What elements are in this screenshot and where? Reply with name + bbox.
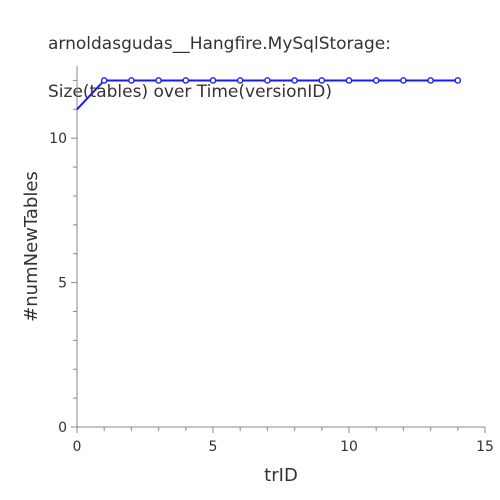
axes bbox=[76, 66, 485, 428]
x-tick-label: 15 bbox=[476, 439, 494, 455]
ticks: 0 5 10 15 0 5 10 bbox=[49, 79, 494, 455]
x-tick-label: 10 bbox=[340, 439, 358, 455]
data-point bbox=[100, 77, 108, 84]
chart-title-line-1: arnoldasgudas__Hangfire.MySqlStorage: bbox=[48, 34, 391, 54]
data-point bbox=[318, 77, 326, 84]
y-axis-title: #numNewTables bbox=[21, 171, 42, 322]
data-point bbox=[400, 77, 407, 84]
data-point bbox=[372, 77, 380, 84]
x-tick-label: 0 bbox=[73, 439, 82, 455]
data-point bbox=[155, 77, 162, 84]
y-tick-label: 10 bbox=[49, 131, 67, 147]
x-tick-label: 5 bbox=[209, 439, 218, 455]
data-point bbox=[236, 77, 244, 84]
y-tick-label: 0 bbox=[58, 420, 67, 436]
y-tick-label: 5 bbox=[58, 276, 67, 292]
data-point bbox=[345, 77, 353, 84]
chart-title: arnoldasgudas__Hangfire.MySqlStorage: Si… bbox=[48, 8, 391, 128]
series-line bbox=[76, 79, 458, 111]
data-point bbox=[454, 77, 462, 84]
data-point bbox=[182, 77, 190, 84]
chart-title-line-2: Size(tables) over Time(versionID) bbox=[48, 82, 333, 102]
data-point bbox=[291, 77, 298, 84]
series bbox=[76, 77, 462, 111]
data-point bbox=[264, 77, 271, 84]
x-axis-title: trID bbox=[264, 465, 298, 486]
data-point bbox=[427, 77, 434, 84]
data-point bbox=[128, 77, 135, 84]
data-point bbox=[209, 77, 217, 84]
